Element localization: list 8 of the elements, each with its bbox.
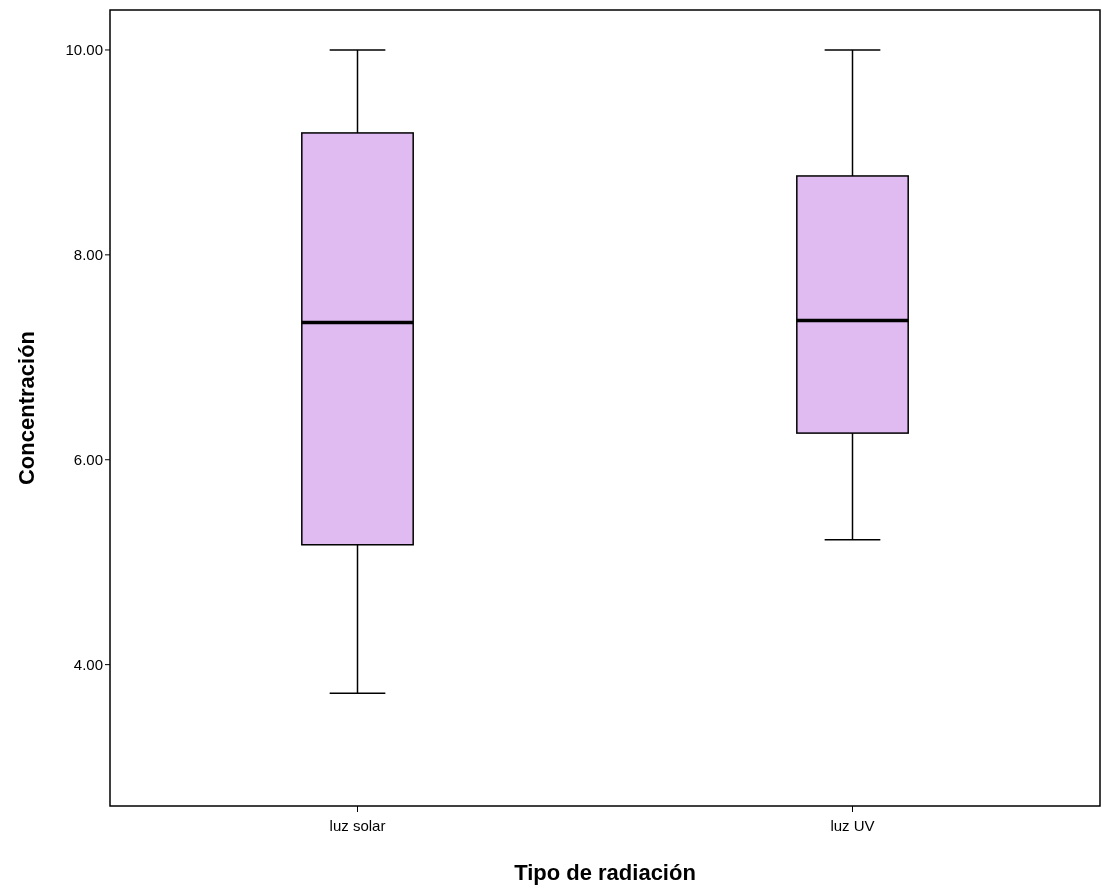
- y-tick-label: 10.00: [65, 41, 103, 59]
- x-axis-title: Tipo de radiación: [514, 860, 696, 885]
- y-tick-label: 6.00: [73, 450, 103, 468]
- y-tick-label: 4.00: [73, 655, 103, 673]
- x-tick-label: luz UV: [830, 817, 875, 834]
- y-tick-label: 8.00: [73, 246, 103, 264]
- y-axis-title: Concentración: [14, 330, 39, 486]
- x-tick-label: luz solar: [329, 817, 386, 834]
